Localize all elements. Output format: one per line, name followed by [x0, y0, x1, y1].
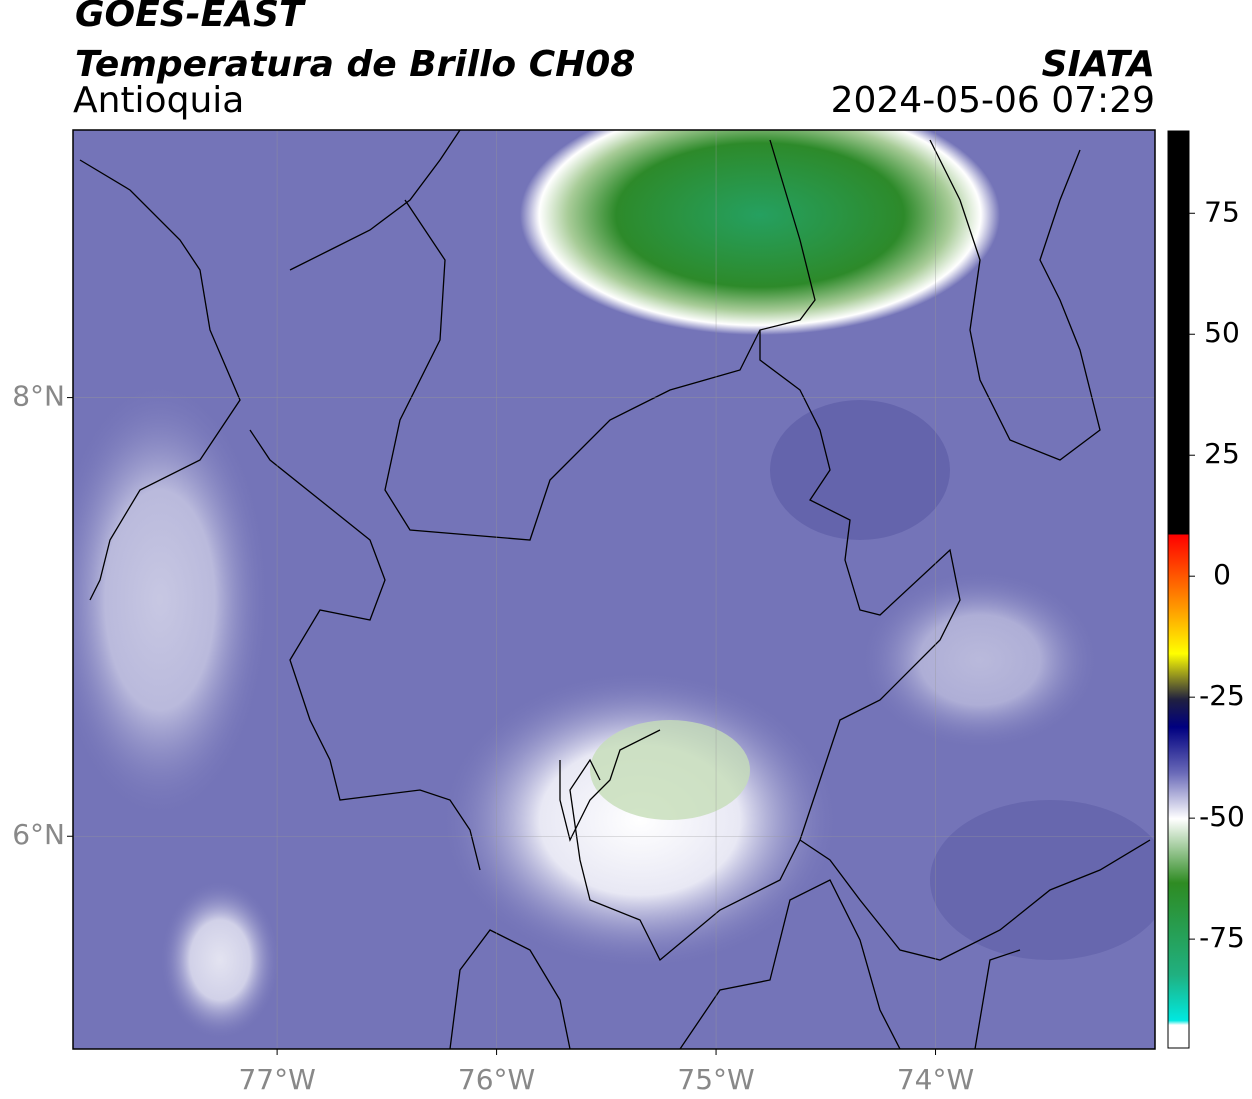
colorbar-tick-label: 25 — [1204, 437, 1240, 470]
colorbar-tick-label: -25 — [1199, 679, 1245, 712]
colorbar-tick-label: 0 — [1213, 558, 1231, 591]
colorbar-tick-label: -50 — [1199, 800, 1245, 833]
grid — [73, 130, 1155, 1049]
colorbar-tick-label: 75 — [1204, 195, 1240, 228]
x-tick-label: 74°W — [897, 1063, 974, 1096]
title: GOES-EAST — [75, 0, 306, 35]
x-tick-label: 77°W — [238, 1063, 315, 1096]
subtitle: Temperatura de Brillo CH08 — [75, 44, 635, 85]
colorbar — [1167, 130, 1190, 1049]
colorbar-tick-label: 50 — [1204, 316, 1240, 349]
x-tick-label: 76°W — [458, 1063, 535, 1096]
colorbar-tick-label: -75 — [1199, 921, 1245, 954]
x-tick-label: 75°W — [677, 1063, 754, 1096]
map-frame — [72, 129, 1156, 1050]
timestamp: 2024-05-06 07:29 — [831, 80, 1155, 121]
region: Antioquia — [73, 80, 244, 121]
y-tick-label: 8°N — [12, 380, 65, 413]
y-tick-label: 6°N — [12, 818, 65, 851]
map-image — [73, 130, 1155, 1049]
source: SIATA — [1042, 44, 1155, 85]
